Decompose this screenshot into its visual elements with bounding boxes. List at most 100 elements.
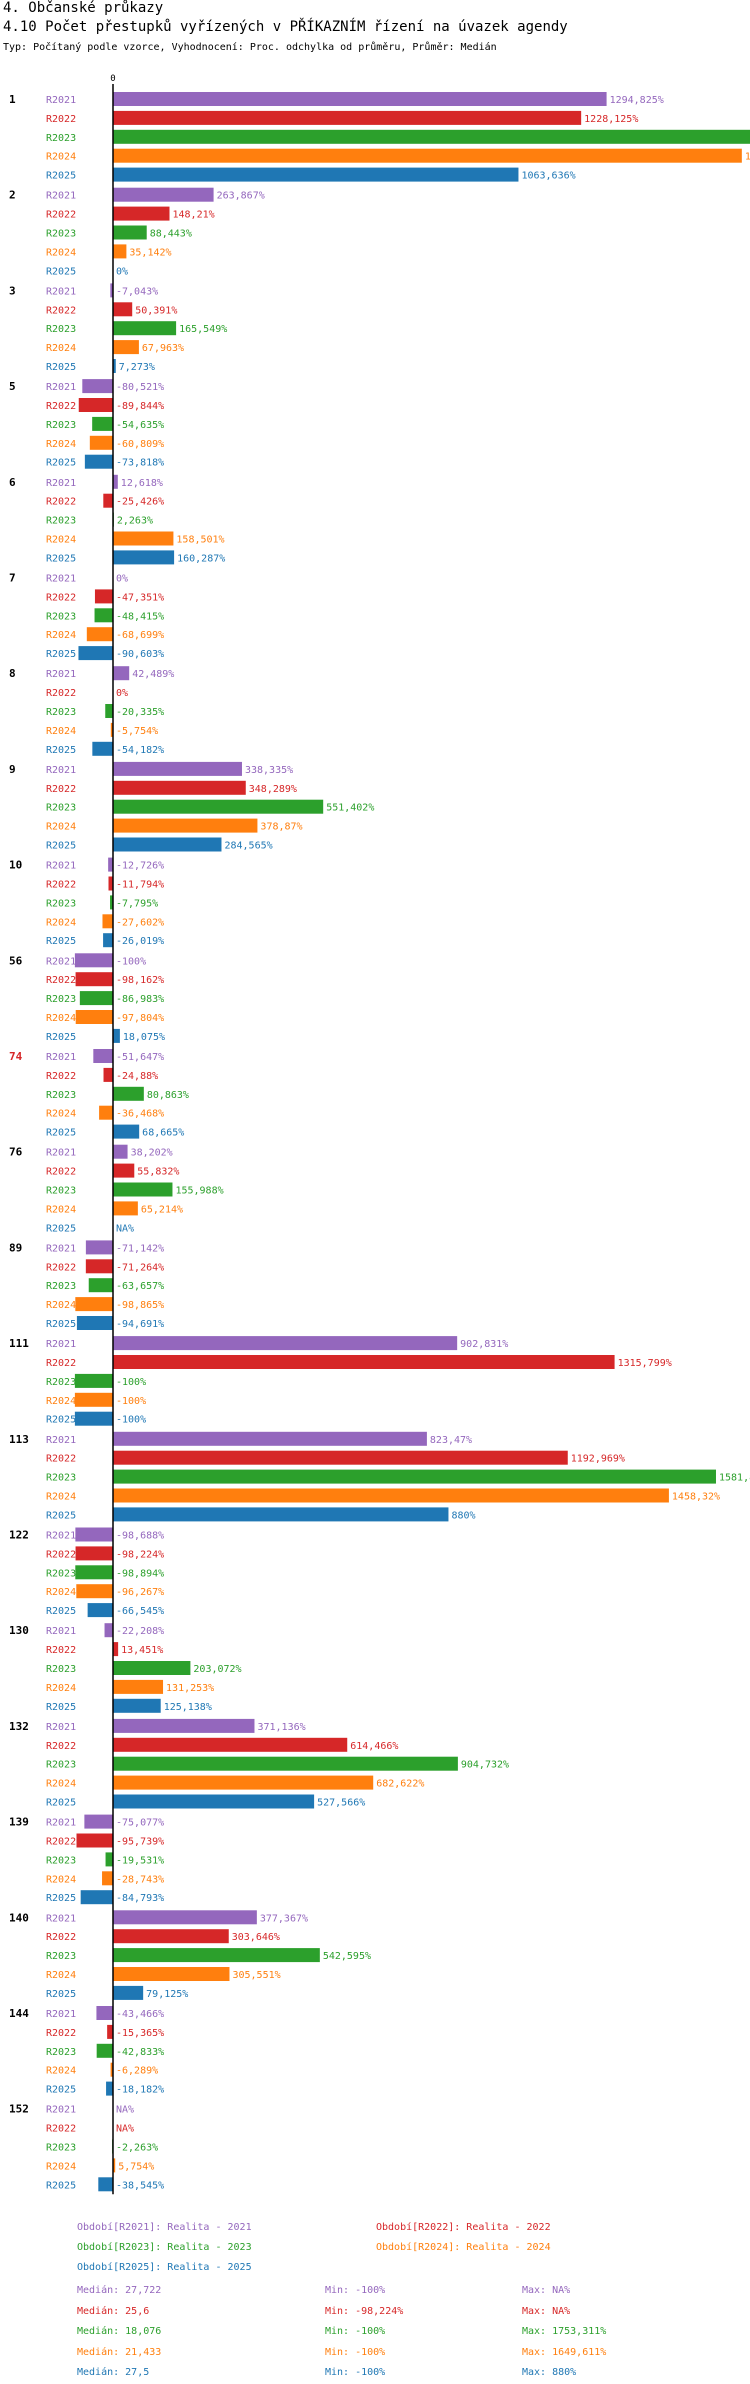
bar bbox=[113, 110, 582, 125]
bar bbox=[76, 1316, 113, 1330]
bar bbox=[113, 1086, 144, 1101]
data-label: -54,635% bbox=[116, 420, 164, 431]
data-label: 880% bbox=[451, 1510, 475, 1521]
bar bbox=[98, 2177, 113, 2192]
bar bbox=[75, 1010, 113, 1024]
series-label: R2022 bbox=[46, 1454, 76, 1465]
data-label: 1581,811% bbox=[719, 1473, 750, 1484]
bar bbox=[85, 1259, 113, 1274]
series-label: R2022 bbox=[46, 1549, 76, 1560]
data-label: -28,743% bbox=[116, 1874, 164, 1885]
stat-max: Max: NA% bbox=[522, 2285, 571, 2296]
data-label: 35,142% bbox=[129, 247, 171, 258]
bar bbox=[87, 1603, 113, 1618]
series-label: R2025 bbox=[46, 1032, 76, 1043]
series-label: R2021 bbox=[46, 286, 76, 297]
bar bbox=[78, 398, 113, 412]
group-label: 111 bbox=[9, 1337, 29, 1350]
data-label: NA% bbox=[116, 2124, 134, 2135]
series-label: R2023 bbox=[46, 1664, 76, 1675]
bar bbox=[113, 1929, 229, 1944]
bar bbox=[113, 1679, 164, 1694]
legend-item: Období[R2025]: Realita - 2025 bbox=[77, 2262, 252, 2273]
series-label: R2025 bbox=[46, 649, 76, 660]
series-label: R2024 bbox=[46, 2066, 76, 2077]
bar bbox=[113, 1163, 135, 1178]
series-label: R2024 bbox=[46, 1396, 76, 1407]
series-label: R2024 bbox=[46, 630, 76, 641]
bar bbox=[86, 627, 113, 642]
data-label: 12,618% bbox=[121, 478, 163, 489]
bar bbox=[78, 646, 113, 661]
bar bbox=[75, 1546, 113, 1561]
series-label: R2024 bbox=[46, 1874, 76, 1885]
data-label: 155,988% bbox=[175, 1186, 223, 1197]
series-label: R2021 bbox=[46, 861, 76, 872]
data-label: -71,142% bbox=[116, 1243, 164, 1254]
series-label: R2022 bbox=[46, 1645, 76, 1656]
series-label: R2025 bbox=[46, 1798, 76, 1809]
series-label: R2021 bbox=[46, 1052, 76, 1063]
group-label: 6 bbox=[9, 476, 16, 489]
series-label: R2021 bbox=[46, 956, 76, 967]
series-label: R2023 bbox=[46, 707, 76, 718]
series-label: R2025 bbox=[46, 458, 76, 469]
bar bbox=[113, 531, 174, 546]
data-label: 823,47% bbox=[430, 1435, 472, 1446]
group-label: 5 bbox=[9, 380, 16, 393]
data-label: -51,647% bbox=[116, 1052, 164, 1063]
bar bbox=[113, 1985, 144, 2000]
series-label: R2021 bbox=[46, 2105, 76, 2116]
series-label: R2025 bbox=[46, 1606, 76, 1617]
series-label: R2021 bbox=[46, 1148, 76, 1159]
series-label: R2023 bbox=[46, 1377, 76, 1388]
data-label: -73,818% bbox=[116, 458, 164, 469]
stat-min: Min: -100% bbox=[325, 2367, 386, 2378]
series-label: R2023 bbox=[46, 133, 76, 144]
legend-item: Období[R2024]: Realita - 2024 bbox=[376, 2242, 551, 2253]
bar bbox=[113, 167, 519, 182]
series-label: R2025 bbox=[46, 1319, 76, 1330]
group-label: 76 bbox=[9, 1146, 23, 1159]
data-label: 131,253% bbox=[166, 1683, 214, 1694]
series-label: R2024 bbox=[46, 1587, 76, 1598]
series-label: R2024 bbox=[46, 535, 76, 546]
series-label: R2024 bbox=[46, 1970, 76, 1981]
data-label: -96,267% bbox=[116, 1587, 164, 1598]
data-label: 614,466% bbox=[350, 1741, 398, 1752]
data-label: 1649,611% bbox=[745, 152, 750, 163]
bar bbox=[75, 1527, 113, 1542]
series-label: R2023 bbox=[46, 2047, 76, 2058]
group-label: 132 bbox=[9, 1720, 29, 1733]
data-label: 378,87% bbox=[260, 822, 302, 833]
stat-median: Medián: 21,433 bbox=[77, 2346, 162, 2358]
group-label: 9 bbox=[9, 763, 16, 776]
bar bbox=[113, 148, 742, 163]
series-label: R2024 bbox=[46, 247, 76, 258]
data-label: -11,794% bbox=[116, 880, 164, 891]
bar bbox=[74, 1392, 113, 1407]
bar bbox=[113, 1948, 320, 1963]
series-label: R2022 bbox=[46, 1741, 76, 1752]
legend-item: Období[R2021]: Realita - 2021 bbox=[77, 2222, 252, 2233]
stat-median: Medián: 18,076 bbox=[77, 2326, 162, 2337]
bar bbox=[113, 1469, 716, 1484]
data-label: 338,335% bbox=[245, 765, 293, 776]
series-label: R2023 bbox=[46, 1760, 76, 1771]
series-label: R2021 bbox=[46, 1339, 76, 1350]
series-label: R2023 bbox=[46, 1281, 76, 1292]
bar bbox=[113, 1775, 374, 1790]
data-label: -5,754% bbox=[116, 726, 158, 737]
data-label: 303,646% bbox=[232, 1932, 280, 1943]
data-label: -71,264% bbox=[116, 1262, 164, 1273]
bar bbox=[103, 933, 113, 948]
legend-item: Období[R2022]: Realita - 2022 bbox=[376, 2222, 551, 2233]
group-label: 122 bbox=[9, 1529, 29, 1542]
series-label: R2023 bbox=[46, 1090, 76, 1101]
bar bbox=[104, 1623, 113, 1638]
data-label: 902,831% bbox=[460, 1339, 508, 1350]
data-label: 65,214% bbox=[141, 1204, 183, 1215]
bar bbox=[76, 1833, 113, 1848]
bar bbox=[113, 1028, 120, 1043]
series-label: R2025 bbox=[46, 1415, 76, 1426]
